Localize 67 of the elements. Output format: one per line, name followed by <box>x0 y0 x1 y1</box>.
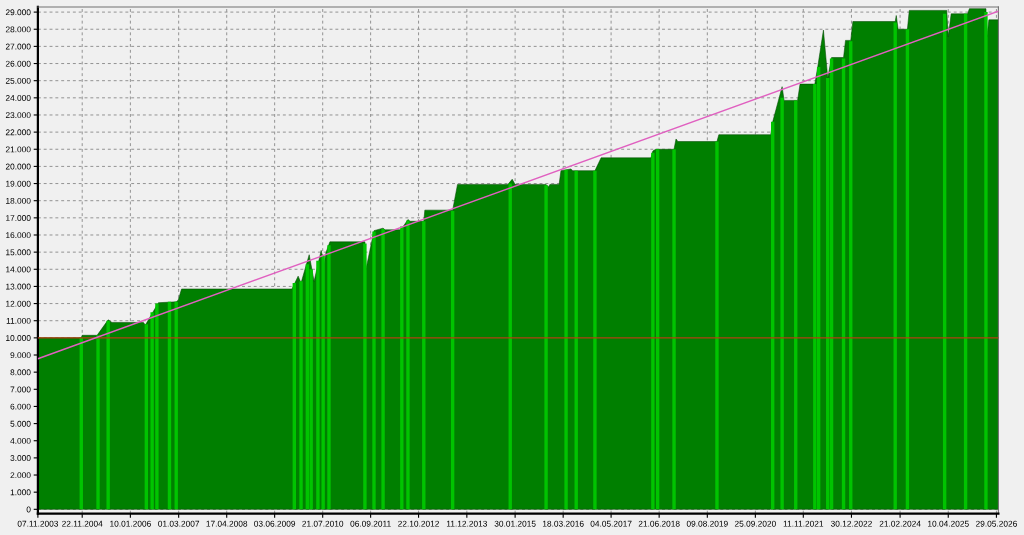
y-tick-label: 11.000 <box>6 317 31 324</box>
y-tick-label: 10.000 <box>6 335 31 341</box>
y-tick-label: 2.000 <box>10 472 31 479</box>
y-tick-label: 25.000 <box>5 77 31 84</box>
bar <box>299 281 303 510</box>
bar <box>372 231 376 510</box>
y-tick-label: 13.000 <box>6 283 31 290</box>
bar <box>593 170 597 510</box>
bar <box>984 12 988 510</box>
bar <box>544 185 548 510</box>
x-tick-label: 21.06.2018 <box>638 520 680 527</box>
bar <box>363 243 367 510</box>
bar <box>106 320 110 510</box>
x-tick-label: 10.04.2025 <box>928 520 969 527</box>
y-tick-label: 5.000 <box>10 420 31 427</box>
bar <box>564 169 568 510</box>
bar <box>381 228 385 510</box>
bar <box>406 220 410 510</box>
y-tick-label: 29.000 <box>5 9 31 16</box>
y-tick-label: 28.000 <box>5 26 31 33</box>
y-tick-label: 17.000 <box>6 215 31 221</box>
y-tick-label: 21.000 <box>5 146 31 153</box>
x-tick-label: 01.03.2007 <box>158 520 200 527</box>
x-tick-label: 25.09.2020 <box>734 520 776 527</box>
y-tick-label: 0 <box>26 506 31 513</box>
x-tick-label: 04.05.2017 <box>590 520 632 527</box>
bar <box>96 335 100 510</box>
bar <box>327 245 331 510</box>
x-tick-label: 30.01.2015 <box>494 520 536 527</box>
y-tick-label: 4.000 <box>10 437 31 444</box>
y-tick-label: 20.000 <box>5 163 31 170</box>
y-tick-label: 26.000 <box>5 60 31 67</box>
bar <box>780 97 784 510</box>
x-tick-label: 06.09.2011 <box>350 520 391 527</box>
x-tick-label: 09.08.2019 <box>686 520 728 527</box>
y-tick-label: 6.000 <box>10 403 31 410</box>
x-tick-label: 18.03.2016 <box>542 520 584 527</box>
x-tick-label: 10.01.2006 <box>110 520 151 527</box>
y-tick-label: 7.000 <box>10 386 31 393</box>
y-tick-label: 1.000 <box>10 489 31 496</box>
y-tick-label: 12.000 <box>6 300 31 307</box>
bar <box>715 141 719 510</box>
x-tick-label: 29.05.2026 <box>975 520 1017 527</box>
y-tick-label: 18.000 <box>6 197 31 204</box>
bar <box>672 149 676 510</box>
y-tick-label: 3.000 <box>10 455 31 461</box>
x-tick-label: 11.12.2013 <box>446 520 488 527</box>
x-tick-label: 07.11.2003 <box>17 520 59 527</box>
x-tick-label: 30.12.2022 <box>830 520 872 527</box>
bar <box>651 152 655 510</box>
x-tick-label: 22.10.2012 <box>398 520 439 527</box>
x-tick-label: 22.11.2004 <box>62 520 103 527</box>
y-tick-label: 19.000 <box>6 180 31 187</box>
x-tick-label: 21.07.2010 <box>302 520 344 527</box>
x-tick-label: 21.02.2024 <box>879 520 921 527</box>
y-tick-label: 14.000 <box>6 266 31 273</box>
y-tick-label: 27.000 <box>5 43 31 50</box>
y-tick-label: 22.000 <box>5 129 31 136</box>
y-tick-label: 24.000 <box>5 95 31 101</box>
x-tick-label: 11.11.2021 <box>783 520 824 527</box>
y-tick-label: 15.000 <box>6 249 31 256</box>
y-tick-label: 16.000 <box>6 232 31 239</box>
x-tick-label: 03.06.2009 <box>254 520 296 527</box>
x-tick-label: 17.04.2008 <box>206 520 248 527</box>
y-tick-label: 9.000 <box>10 352 31 359</box>
y-tick-label: 23.000 <box>5 112 31 119</box>
y-tick-label: 8.000 <box>10 369 31 376</box>
